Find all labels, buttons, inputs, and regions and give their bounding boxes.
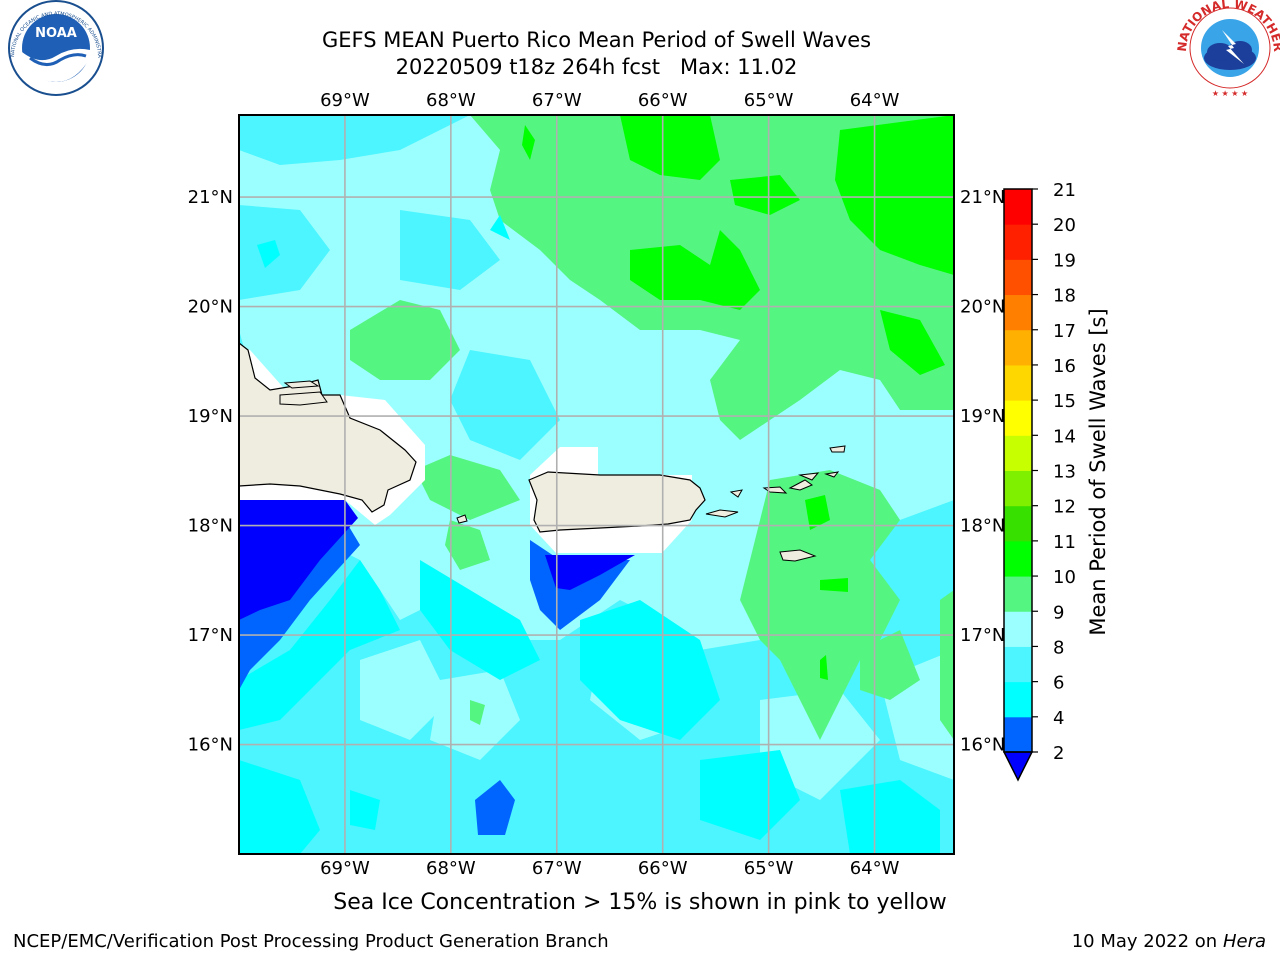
lat-labels-left: 21°N 20°N 19°N 18°N 17°N 16°N [188, 187, 233, 755]
lon-tick-label: 69°W [320, 858, 370, 879]
field-band-4-6 [239, 560, 400, 730]
colorbar-tick-label: 10 [1053, 567, 1076, 588]
land-puerto-rico [528, 471, 706, 533]
lon-tick-label: 67°W [532, 858, 582, 879]
nws-logo: NATIONAL WEATHER SERVICE ★ ★ ★ ★ [0, 0, 1280, 98]
lat-tick-label: 16°N [188, 735, 233, 756]
lon-tick-label: 64°W [850, 858, 900, 879]
colorbar-tick-label: 21 [1053, 180, 1076, 201]
graticule [239, 115, 954, 854]
lon-tick-label: 65°W [744, 858, 794, 879]
lat-tick-label: 18°N [188, 516, 233, 537]
noaa-logo-name: NOAA [35, 26, 77, 41]
chart-title: GEFS MEAN Puerto Rico Mean Period of Swe… [321, 28, 872, 52]
colorbar-tick-label: 17 [1053, 321, 1076, 342]
lon-tick-label: 68°W [426, 90, 476, 111]
machine-name: Hera [1222, 931, 1266, 952]
colorbar-swatch [1004, 364, 1032, 401]
colorbar-tick-label: 11 [1053, 532, 1076, 553]
lat-tick-label: 17°N [188, 625, 233, 646]
max-value: Max: 11.02 [680, 55, 798, 79]
svg-text:★ ★ ★ ★: ★ ★ ★ ★ [1212, 89, 1248, 98]
sea-ice-caption: Sea Ice Concentration > 15% is shown in … [333, 890, 947, 915]
colorbar-swatch [1004, 611, 1032, 647]
map-frame [238, 114, 955, 855]
land-hispaniola [239, 342, 417, 513]
svg-text:NATIONAL WEATHER SERVICE: NATIONAL WEATHER SERVICE [0, 0, 1280, 52]
lon-labels-bottom: 69°W 68°W 67°W 66°W 65°W 64°W [320, 858, 900, 879]
colorbar-tick-label: 8 [1053, 637, 1064, 658]
lat-tick-label: 18°N [960, 516, 1005, 537]
lon-tick-label: 66°W [638, 90, 688, 111]
lon-tick-label: 68°W [426, 858, 476, 879]
colorbar-tick-label: 12 [1053, 497, 1076, 518]
lat-tick-label: 16°N [960, 735, 1005, 756]
lat-tick-label: 20°N [960, 297, 1005, 318]
colorbar-swatch [1004, 505, 1032, 542]
colorbar-swatch [1004, 646, 1032, 683]
lon-labels-top: 69°W 68°W 67°W 66°W 65°W 64°W [320, 90, 900, 111]
lat-tick-label: 21°N [188, 187, 233, 208]
colorbar-swatch [1004, 681, 1032, 718]
colorbar-swatch [1004, 329, 1032, 366]
colorbar-swatch [1004, 435, 1032, 471]
lat-tick-label: 19°N [188, 406, 233, 427]
colorbar-tick-label: 18 [1053, 286, 1076, 307]
lat-tick-label: 19°N [960, 406, 1005, 427]
colorbar-tick-label: 9 [1053, 602, 1064, 623]
field-band-10-11 [620, 115, 720, 180]
colorbar-tick-label: 2 [1053, 743, 1064, 764]
lat-tick-label: 17°N [960, 625, 1005, 646]
colorbar-tick-label: 20 [1053, 215, 1076, 236]
colorbar-tick-label: 15 [1053, 391, 1076, 412]
lon-tick-label: 64°W [850, 90, 900, 111]
colorbar-tick-label: 14 [1053, 426, 1076, 447]
producer-credit: NCEP/EMC/Verification Post Processing Pr… [13, 931, 609, 952]
lon-tick-label: 65°W [744, 90, 794, 111]
generation-date-text: 10 May 2022 on [1071, 931, 1218, 952]
colorbar-swatch [1004, 470, 1032, 507]
colorbar-label: Mean Period of Swell Waves [s] [1086, 308, 1110, 635]
lon-tick-label: 67°W [532, 90, 582, 111]
colorbar-swatch [1004, 400, 1032, 436]
colorbar-tick-label: 13 [1053, 462, 1076, 483]
nws-ring-text: NATIONAL WEATHER SERVICE [0, 0, 1280, 52]
colorbar-swatch [1004, 259, 1032, 296]
colorbar-swatch [1004, 189, 1032, 225]
lat-labels-right: 21°N 20°N 19°N 18°N 17°N 16°N [960, 187, 1005, 755]
colorbar: 21 20 19 18 17 16 15 14 13 12 11 10 9 8 6 4 2 [1002, 180, 1076, 782]
colorbar-tick-label: 16 [1053, 356, 1076, 377]
field-below-2 [239, 500, 358, 620]
generation-date: 10 May 2022 on Hera [1072, 931, 1266, 952]
lon-tick-label: 69°W [320, 90, 370, 111]
colorbar-tick-label: 4 [1053, 708, 1064, 729]
colorbar-swatch [1004, 716, 1032, 753]
lat-tick-label: 21°N [960, 187, 1005, 208]
colorbar-under-triangle [1002, 751, 1034, 782]
colorbar-swatch [1004, 294, 1032, 331]
colorbar-swatch [1004, 576, 1032, 612]
colorbar-tick-label: 19 [1053, 250, 1076, 271]
lat-tick-label: 20°N [188, 297, 233, 318]
lon-tick-label: 66°W [638, 858, 688, 879]
colorbar-swatch [1004, 540, 1032, 577]
colorbar-swatch [1004, 224, 1032, 260]
contour-field [239, 115, 954, 854]
forecast-date: 20220509 t18z 264h fcst [395, 55, 661, 79]
noaa-logo: NOAA NATIONAL OCEANIC AND ATMOSPHERIC AD… [0, 0, 104, 96]
colorbar-tick-label: 6 [1053, 673, 1064, 694]
chart-subtitle: 20220509 t18z 264h fcst Max: 11.02 [0, 54, 1193, 81]
